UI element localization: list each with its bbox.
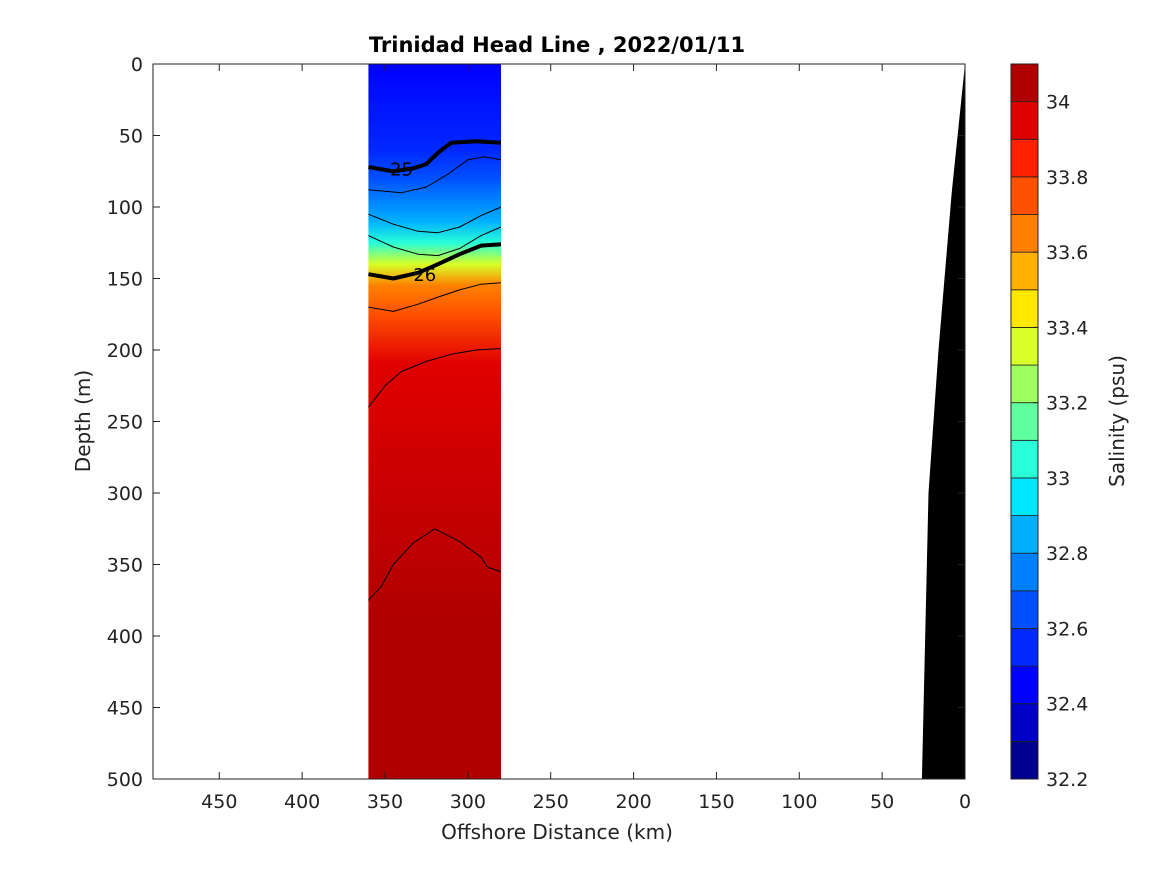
density-contour-major [368, 139, 502, 174]
density-contour [368, 528, 502, 601]
colorbar-level [1010, 251, 1039, 291]
colorbar-tick-label: 34 [1046, 92, 1070, 114]
colorbar-level [1010, 439, 1039, 479]
density-contour [368, 226, 502, 257]
plot-area: 25 26 [152, 63, 966, 780]
colorbar-tick-label: 32.4 [1046, 694, 1088, 716]
colorbar-frame [1010, 63, 1039, 780]
colorbar-level [1010, 515, 1039, 554]
colorbar-tick-label: 33.8 [1046, 167, 1088, 189]
colorbar-tick-label: 32.6 [1046, 618, 1088, 640]
colorbar-level [1010, 101, 1039, 140]
x-tick-label: 400 [284, 791, 320, 813]
y-tick-label: 150 [107, 269, 143, 291]
y-tick-label: 400 [107, 626, 143, 648]
y-tick-label: 250 [107, 412, 143, 434]
y-tick-label: 0 [131, 54, 143, 76]
x-tick-label: 150 [698, 791, 734, 813]
colorbar-level [1010, 552, 1039, 592]
salinity-section [368, 64, 501, 779]
x-tick-label: 450 [201, 791, 237, 813]
colorbar-level [1010, 176, 1039, 215]
x-tick-label: 250 [533, 791, 569, 813]
density-contour-major [368, 242, 502, 281]
x-axis-label: Offshore Distance (km) [441, 820, 673, 844]
x-tick-label: 350 [367, 791, 403, 813]
colorbar-tick-label: 32.8 [1046, 543, 1088, 565]
colorbar-level [1010, 590, 1039, 629]
x-tick-label: 200 [615, 791, 651, 813]
colorbar-level [1010, 63, 1039, 103]
y-tick-label: 450 [107, 698, 143, 720]
y-tick-label: 500 [107, 769, 143, 791]
x-tick-label: 300 [450, 791, 486, 813]
colorbar-level [1010, 628, 1039, 667]
y-axis: 0 50 100 150 200 250 300 350 400 450 500 [107, 54, 965, 791]
y-tick-label: 350 [107, 555, 143, 577]
colorbar-level [1010, 402, 1039, 441]
x-axis: 450 400 350 300 250 200 150 100 50 0 [201, 64, 971, 813]
density-contour [368, 282, 502, 312]
colorbar-level [1010, 740, 1039, 780]
y-tick-label: 200 [107, 340, 143, 362]
colorbar-label: Salinity (psu) [1105, 355, 1129, 487]
bathymetry [921, 64, 965, 779]
y-axis-label: Depth (m) [71, 370, 95, 472]
colorbar-level [1010, 364, 1039, 404]
colorbar-tick-label: 33.4 [1046, 317, 1088, 339]
plot-background [153, 64, 965, 779]
density-contour [368, 156, 502, 194]
y-tick-label: 300 [107, 483, 143, 505]
chart-title: Trinidad Head Line , 2022/01/11 [369, 33, 745, 57]
colorbar-level [1010, 289, 1039, 328]
colorbar-tick-label: 32.2 [1046, 769, 1088, 791]
x-tick-label: 0 [959, 791, 971, 813]
y-tick-label: 50 [119, 126, 143, 148]
colorbar-tick-label: 33.6 [1046, 242, 1088, 264]
density-contour [368, 206, 502, 234]
colorbar-level [1010, 703, 1039, 742]
colorbar-level [1010, 138, 1039, 178]
colorbar-level [1010, 665, 1039, 705]
contour-label: 25 [390, 159, 413, 180]
x-tick-label: 50 [870, 791, 894, 813]
colorbar-level [1010, 214, 1039, 253]
colorbar: 34 33.8 33.6 33.4 33.2 33 32.8 32.6 32.4 32.2 [1010, 63, 1088, 791]
colorbar-level [1010, 327, 1039, 366]
colorbar-tick-label: 33.2 [1046, 393, 1088, 415]
y-tick-label: 100 [107, 197, 143, 219]
contour-label: 26 [413, 265, 436, 286]
x-tick-label: 100 [781, 791, 817, 813]
colorbar-level [1010, 477, 1039, 516]
colorbar-tick-label: 33 [1046, 468, 1070, 490]
density-contour [368, 348, 502, 408]
